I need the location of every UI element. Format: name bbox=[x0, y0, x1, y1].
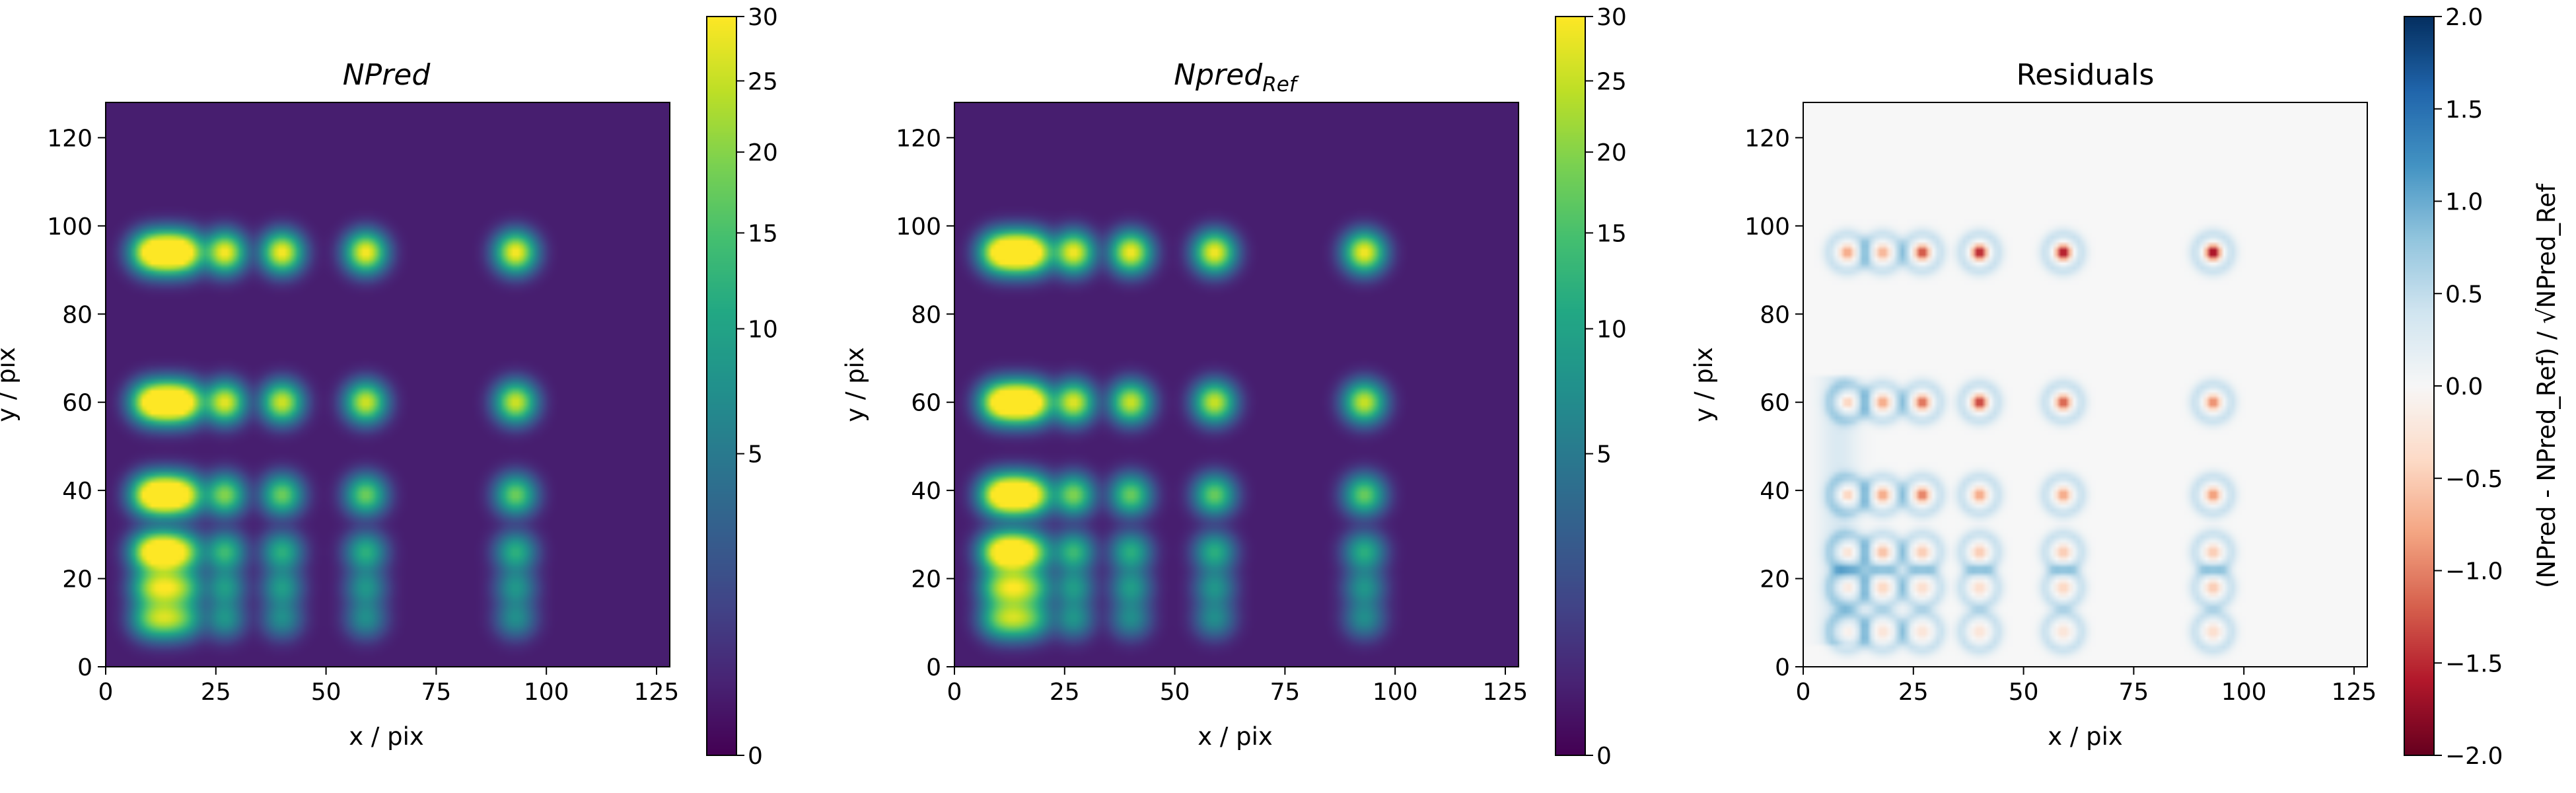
x-tick-label: 75 bbox=[1270, 679, 1300, 706]
panel1-heatmap-image bbox=[106, 102, 670, 667]
x-tick-label: 25 bbox=[1898, 679, 1929, 706]
panel2-colorbar-ticks: 0 5 10 15 20 25 30 bbox=[1585, 4, 1627, 770]
panel1-plot-frame bbox=[105, 102, 670, 667]
panel1-colorbar-image bbox=[707, 17, 736, 755]
y-tick-label: 80 bbox=[62, 301, 92, 328]
y-tick-label: 100 bbox=[1744, 213, 1790, 241]
colorbar-tick-label: 0.0 bbox=[2445, 373, 2483, 400]
x-tick-label: 50 bbox=[1160, 679, 1190, 706]
y-tick-label: 40 bbox=[1760, 478, 1790, 505]
y-tick-label: 100 bbox=[47, 213, 92, 241]
y-tick-label: 100 bbox=[896, 213, 941, 241]
y-tick-label: 60 bbox=[62, 390, 92, 417]
y-tick-label: 0 bbox=[1775, 654, 1790, 681]
y-tick-label: 0 bbox=[926, 654, 941, 681]
y-tick-label: 60 bbox=[911, 390, 941, 417]
panel3-heatmap-image bbox=[1803, 102, 2367, 667]
y-tick-label: 40 bbox=[62, 478, 92, 505]
x-tick-label: 100 bbox=[524, 679, 569, 706]
panel3-colorbar-label: (NPred - NPred_Ref) / √NPred_Ref bbox=[2532, 183, 2561, 588]
panel2-title-main: Npred bbox=[1174, 58, 1263, 92]
colorbar-tick-label: 25 bbox=[1596, 68, 1627, 95]
x-tick-label: 0 bbox=[947, 679, 962, 706]
x-tick-label: 25 bbox=[201, 679, 231, 706]
panel3-xlabel: x / pix bbox=[2048, 722, 2123, 751]
colorbar-tick-label: 0 bbox=[748, 743, 763, 770]
y-tick-label: 120 bbox=[896, 125, 941, 152]
x-tick-label: 100 bbox=[1373, 679, 1418, 706]
panel2-title: NpredRef bbox=[1174, 58, 1299, 96]
colorbar-tick-label: 10 bbox=[1596, 317, 1627, 344]
colorbar-tick-label: 20 bbox=[748, 139, 778, 167]
colorbar-tick-label: 1.5 bbox=[2445, 96, 2483, 124]
panel2-xlabel: x / pix bbox=[1198, 722, 1273, 751]
y-tick-label: 80 bbox=[911, 301, 941, 328]
colorbar-tick-label: 15 bbox=[1596, 220, 1627, 247]
colorbar-tick-label: 0.5 bbox=[2445, 281, 2483, 308]
y-tick-label: 80 bbox=[1760, 301, 1790, 328]
panel2-colorbar-image bbox=[1556, 17, 1585, 755]
colorbar-tick-label: 30 bbox=[1596, 4, 1627, 31]
panel2-colorbar-frame bbox=[1555, 16, 1586, 756]
panel1-ticks: 0 25 50 75 100 125 0 20 40 60 80 100 120 bbox=[47, 125, 679, 706]
panel1-title: NPred bbox=[343, 58, 431, 92]
y-tick-label: 120 bbox=[1744, 125, 1790, 152]
panel1-colorbar-frame bbox=[706, 16, 737, 756]
x-tick-label: 75 bbox=[2118, 679, 2149, 706]
x-tick-label: 125 bbox=[634, 679, 680, 706]
panel2-ticks: 0 25 50 75 100 125 0 20 40 60 80 100 120 bbox=[896, 125, 1528, 706]
colorbar-tick-label: 15 bbox=[748, 220, 778, 247]
colorbar-tick-label: −1.5 bbox=[2445, 650, 2503, 677]
x-tick-label: 125 bbox=[1483, 679, 1528, 706]
y-tick-label: 120 bbox=[47, 125, 92, 152]
colorbar-tick-label: −1.0 bbox=[2445, 558, 2503, 585]
y-tick-label: 40 bbox=[911, 478, 941, 505]
x-tick-label: 50 bbox=[311, 679, 341, 706]
panel1-ylabel: y / pix bbox=[0, 347, 20, 422]
x-tick-label: 100 bbox=[2221, 679, 2267, 706]
panel3-plot-frame bbox=[1803, 102, 2368, 667]
y-tick-label: 20 bbox=[1760, 566, 1790, 593]
colorbar-tick-label: 0 bbox=[1596, 743, 1612, 770]
panel3-colorbar-ticks: 2.0 1.5 1.0 0.5 0.0 −0.5 −1.0 −1.5 −2.0 bbox=[2434, 4, 2503, 770]
panel2-plot-frame bbox=[954, 102, 1519, 667]
panel1-colorbar-ticks: 0 5 10 15 20 25 30 bbox=[736, 4, 778, 770]
colorbar-tick-label: 5 bbox=[1596, 441, 1612, 469]
x-tick-label: 25 bbox=[1050, 679, 1080, 706]
x-tick-label: 75 bbox=[421, 679, 451, 706]
colorbar-tick-label: 25 bbox=[748, 68, 778, 95]
x-tick-label: 0 bbox=[1796, 679, 1811, 706]
x-tick-label: 125 bbox=[2332, 679, 2377, 706]
y-tick-label: 60 bbox=[1760, 390, 1790, 417]
colorbar-tick-label: 30 bbox=[748, 4, 778, 31]
colorbar-tick-label: 1.0 bbox=[2445, 189, 2483, 216]
colorbar-tick-label: −2.0 bbox=[2445, 743, 2503, 770]
panel1-xlabel: x / pix bbox=[349, 722, 424, 751]
panel3-title: Residuals bbox=[2017, 58, 2155, 92]
panel3-ylabel: y / pix bbox=[1690, 347, 1718, 422]
colorbar-tick-label: −0.5 bbox=[2445, 466, 2503, 493]
colorbar-tick-label: 20 bbox=[1596, 139, 1627, 167]
panel3-ticks: 0 25 50 75 100 125 0 20 40 60 80 100 120 bbox=[1744, 125, 2377, 706]
panel2-ylabel: y / pix bbox=[841, 347, 869, 422]
x-tick-label: 50 bbox=[2009, 679, 2039, 706]
y-tick-label: 20 bbox=[911, 566, 941, 593]
colorbar-tick-label: 5 bbox=[748, 441, 763, 469]
panel2-heatmap-image bbox=[954, 102, 1519, 667]
panel3-colorbar-image bbox=[2404, 17, 2434, 755]
y-tick-label: 0 bbox=[77, 654, 92, 681]
x-tick-label: 0 bbox=[98, 679, 114, 706]
y-tick-label: 20 bbox=[62, 566, 92, 593]
panel-residuals: Residuals 0 25 50 75 100 125 0 20 40 60 80 100 120 x… bbox=[1690, 4, 2561, 770]
colorbar-tick-label: 2.0 bbox=[2445, 4, 2483, 31]
colorbar-tick-label: 10 bbox=[748, 317, 778, 344]
panel2-title-subscript: Ref bbox=[1262, 73, 1299, 96]
